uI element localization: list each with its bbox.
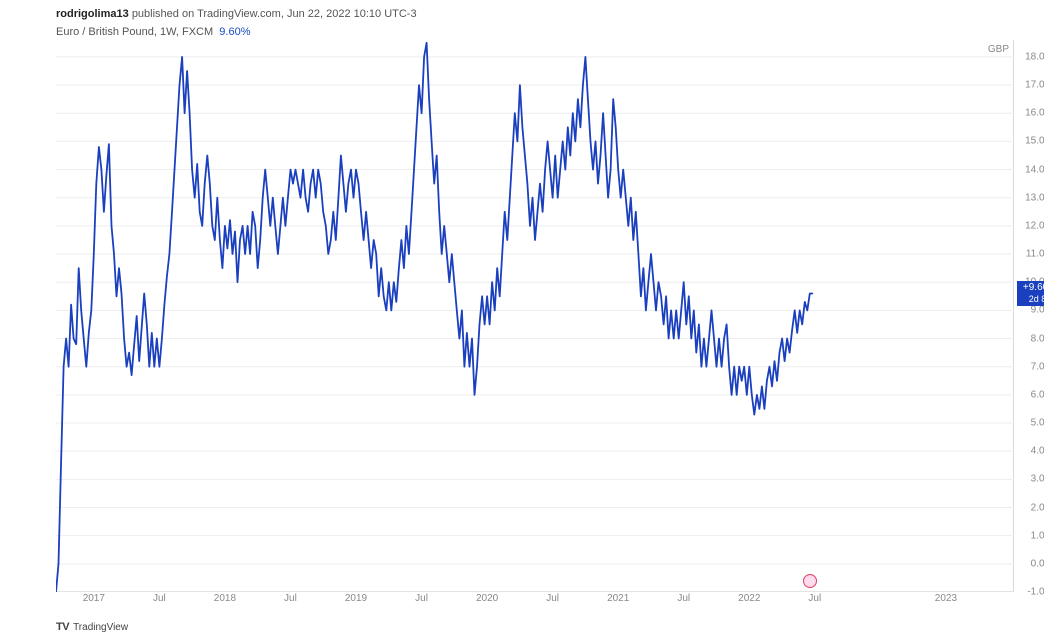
interval-label: 1W <box>160 26 176 38</box>
x-axis: 2017 Jul 2018 Jul 2019 Jul 2020 Jul 2021 Jul 2022 J… <box>56 591 1013 609</box>
x-tick-label: 2017 <box>83 593 105 604</box>
y-tick-label: 17.00% <box>1025 80 1044 91</box>
x-tick-label: Jul <box>808 593 821 604</box>
instrument-name: Euro / British Pound <box>56 26 154 38</box>
y-tick-label: 11.00% <box>1026 249 1044 260</box>
publish-timestamp: Jun 22, 2022 10:10 UTC-3 <box>287 8 417 20</box>
author: rodrigolima13 <box>56 8 129 20</box>
y-tick-label: 0.00% <box>1031 558 1044 569</box>
y-tick-label: 1.00% <box>1031 530 1044 541</box>
y-tick-label: 16.00% <box>1025 108 1044 119</box>
y-tick-label: 6.00% <box>1031 389 1044 400</box>
y-tick-label: -1.00% <box>1027 587 1044 598</box>
y-tick-label: 7.00% <box>1031 361 1044 372</box>
exchange-label: FXCM <box>182 26 213 38</box>
chart-plot-area[interactable]: GBP -1.00%0.00%1.00%2.00%3.00%4.00%5.00%… <box>56 40 1014 592</box>
y-tick-label: 12.00% <box>1025 220 1044 231</box>
y-tick-label: 2.00% <box>1031 502 1044 513</box>
y-axis-unit: GBP <box>988 44 1009 55</box>
y-tick-label: 3.00% <box>1031 474 1044 485</box>
chart-title: Euro / British Pound, 1W, FXCM 9.60% <box>56 26 1024 38</box>
site-name: TradingView.com <box>197 8 281 20</box>
footer-label: TradingView <box>73 622 128 633</box>
y-tick-label: 13.00% <box>1025 192 1044 203</box>
x-tick-label: 2021 <box>607 593 629 604</box>
price-badge-sub: 2d 8h <box>1020 294 1044 305</box>
marker-icon <box>803 574 817 588</box>
x-tick-label: 2018 <box>214 593 236 604</box>
x-tick-label: Jul <box>677 593 690 604</box>
y-tick-label: 5.00% <box>1031 418 1044 429</box>
footer-logo[interactable]: TV TradingView <box>56 621 128 633</box>
x-tick-label: 2019 <box>345 593 367 604</box>
x-tick-label: Jul <box>153 593 166 604</box>
x-tick-label: Jul <box>546 593 559 604</box>
price-badge-value: +9.60% <box>1020 282 1044 294</box>
publish-header: rodrigolima13 published on TradingView.c… <box>56 8 1024 20</box>
price-badge: +9.60% 2d 8h <box>1017 281 1044 306</box>
y-tick-label: 8.00% <box>1031 333 1044 344</box>
y-tick-label: 14.00% <box>1025 164 1044 175</box>
tv-logo-icon: TV <box>56 621 69 633</box>
x-tick-label: 2022 <box>738 593 760 604</box>
y-tick-label: 4.00% <box>1031 446 1044 457</box>
y-axis: -1.00%0.00%1.00%2.00%3.00%4.00%5.00%6.00… <box>1013 40 1044 591</box>
x-tick-label: Jul <box>284 593 297 604</box>
y-tick-label: 15.00% <box>1025 136 1044 147</box>
x-tick-label: 2020 <box>476 593 498 604</box>
x-tick-label: 2023 <box>935 593 957 604</box>
current-value: 9.60% <box>219 26 250 38</box>
y-tick-label: 9.00% <box>1031 305 1044 316</box>
line-chart-svg <box>56 40 1014 592</box>
x-tick-label: Jul <box>415 593 428 604</box>
y-tick-label: 18.00% <box>1025 51 1044 62</box>
